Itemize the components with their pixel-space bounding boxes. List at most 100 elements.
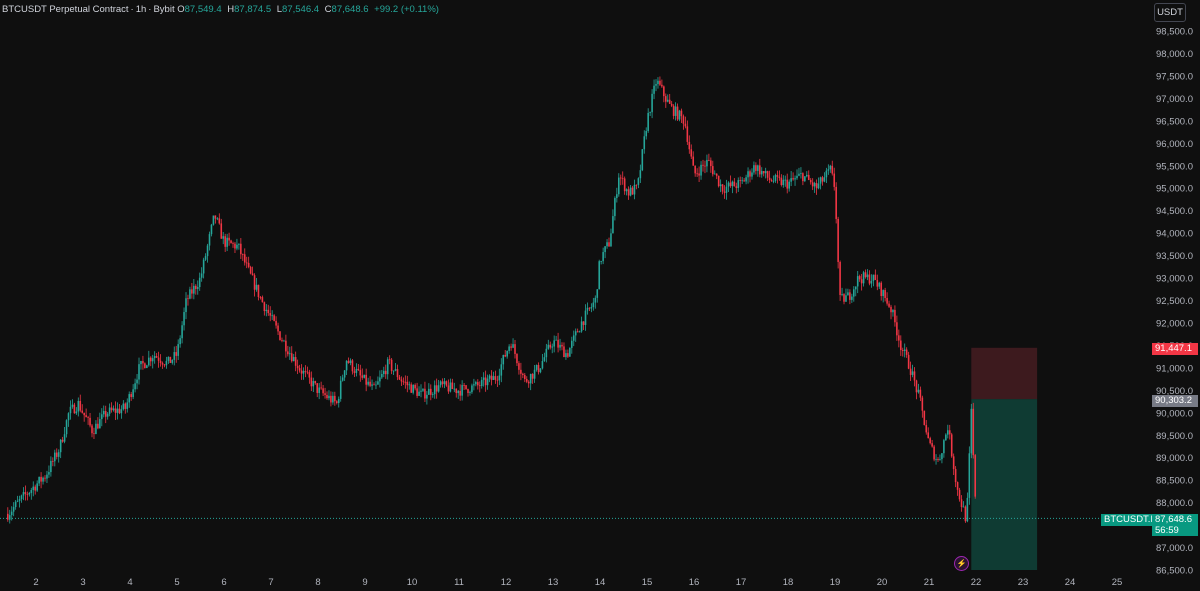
candle-body xyxy=(880,282,883,297)
candle-body xyxy=(586,307,589,311)
candle-body xyxy=(635,184,638,186)
candle-body xyxy=(625,189,628,192)
candle-body xyxy=(292,357,295,362)
price-tick-label: 92,000.0 xyxy=(1156,318,1193,329)
last-price-value: 87,648.6 xyxy=(1155,514,1192,525)
candle-body xyxy=(151,358,154,362)
candle-body xyxy=(806,174,808,177)
candle-body xyxy=(531,373,534,379)
candle-body xyxy=(343,370,346,378)
candle-body xyxy=(163,364,166,366)
time-tick-label: 15 xyxy=(642,577,653,588)
candle-body xyxy=(396,369,399,378)
candle-body xyxy=(708,159,710,161)
candle-body xyxy=(379,377,381,382)
symbol-name[interactable]: BTCUSDT Perpetual Contract xyxy=(2,4,129,15)
candle-body xyxy=(149,357,152,362)
candle-body xyxy=(698,173,700,176)
time-tick-label: 24 xyxy=(1065,577,1076,588)
price-tick-label: 90,000.0 xyxy=(1156,408,1193,419)
candle-body xyxy=(373,384,375,386)
price-tick-label: 94,500.0 xyxy=(1156,206,1193,217)
candle-body xyxy=(576,331,579,333)
candle-body xyxy=(435,385,438,392)
candle-body xyxy=(433,385,436,395)
candle-body xyxy=(426,394,428,399)
candle-body xyxy=(614,198,616,217)
candle-body xyxy=(717,175,720,187)
candle-body xyxy=(854,286,857,290)
candle-body xyxy=(551,346,554,348)
stop-loss-zone[interactable] xyxy=(971,347,1038,400)
candle-body xyxy=(259,297,262,298)
lightning-icon[interactable]: ⚡ xyxy=(954,556,969,571)
candle-body xyxy=(28,492,31,495)
time-tick-label: 2 xyxy=(33,577,38,588)
candle-body xyxy=(821,177,824,182)
price-axis[interactable]: 98,500.0 98,000.0 97,500.0 97,000.0 96,500.0… xyxy=(1156,27,1193,577)
candle-body xyxy=(604,246,606,253)
candle-body xyxy=(414,384,416,389)
candle-body xyxy=(34,486,37,491)
price-tick-label: 95,000.0 xyxy=(1156,184,1193,195)
time-axis[interactable]: 2 3 4 5 6 7 8 9 10 11 12 13 14 15 16 17 18 19 20 21 22 23 24 25 xyxy=(33,577,1122,588)
candle-body xyxy=(567,353,569,357)
candle-body xyxy=(870,280,873,284)
candle-body xyxy=(715,173,718,176)
candle-body xyxy=(443,381,446,385)
candle-body xyxy=(743,180,745,182)
candle-body xyxy=(678,110,681,120)
candle-body xyxy=(882,290,884,297)
candle-body xyxy=(537,364,540,373)
time-tick-label: 17 xyxy=(736,577,747,588)
candle-body xyxy=(83,412,85,416)
price-tick-label: 96,000.0 xyxy=(1156,139,1193,150)
candle-body xyxy=(974,455,977,497)
candle-body xyxy=(868,274,871,284)
open-value: 87,549.4 xyxy=(184,4,222,15)
candle-body xyxy=(569,347,571,357)
candle-body xyxy=(798,173,800,176)
candle-body xyxy=(445,381,448,386)
candle-body xyxy=(271,315,273,317)
candle-body xyxy=(24,492,27,495)
candle-body xyxy=(496,379,499,381)
low-label: L xyxy=(276,4,283,15)
candle-body xyxy=(247,262,250,267)
candle-body xyxy=(712,166,714,175)
candle-body xyxy=(813,183,816,187)
candle-body xyxy=(302,370,305,374)
candle-body xyxy=(87,417,89,418)
currency-button[interactable]: USDT xyxy=(1154,3,1186,22)
candle-body xyxy=(471,385,473,393)
candle-body xyxy=(856,276,859,287)
candle-body xyxy=(453,388,456,390)
candle-body xyxy=(296,365,299,369)
candle-body xyxy=(484,377,487,386)
time-tick-label: 7 xyxy=(268,577,273,588)
candle-body xyxy=(602,252,604,262)
candle-body xyxy=(289,353,291,355)
candle-body xyxy=(306,371,309,373)
candle-body xyxy=(559,344,561,348)
candle-body xyxy=(749,171,751,177)
candle-body xyxy=(643,136,646,150)
candle-body xyxy=(802,173,804,182)
candle-body xyxy=(858,276,861,280)
candle-body xyxy=(653,85,655,94)
candle-body xyxy=(257,284,260,298)
candle-body xyxy=(341,377,344,381)
candle-body xyxy=(580,321,583,332)
time-tick-label: 22 xyxy=(971,577,982,588)
candle-body xyxy=(351,360,354,372)
candle-body xyxy=(557,339,559,348)
candle-body xyxy=(612,216,614,234)
candle-body xyxy=(835,186,837,219)
candle-body xyxy=(968,453,971,498)
candle-body xyxy=(833,173,836,187)
candle-body xyxy=(12,507,15,512)
take-profit-zone[interactable] xyxy=(971,399,1038,570)
interval-label[interactable]: 1h xyxy=(135,4,147,15)
candle-body xyxy=(572,335,575,341)
